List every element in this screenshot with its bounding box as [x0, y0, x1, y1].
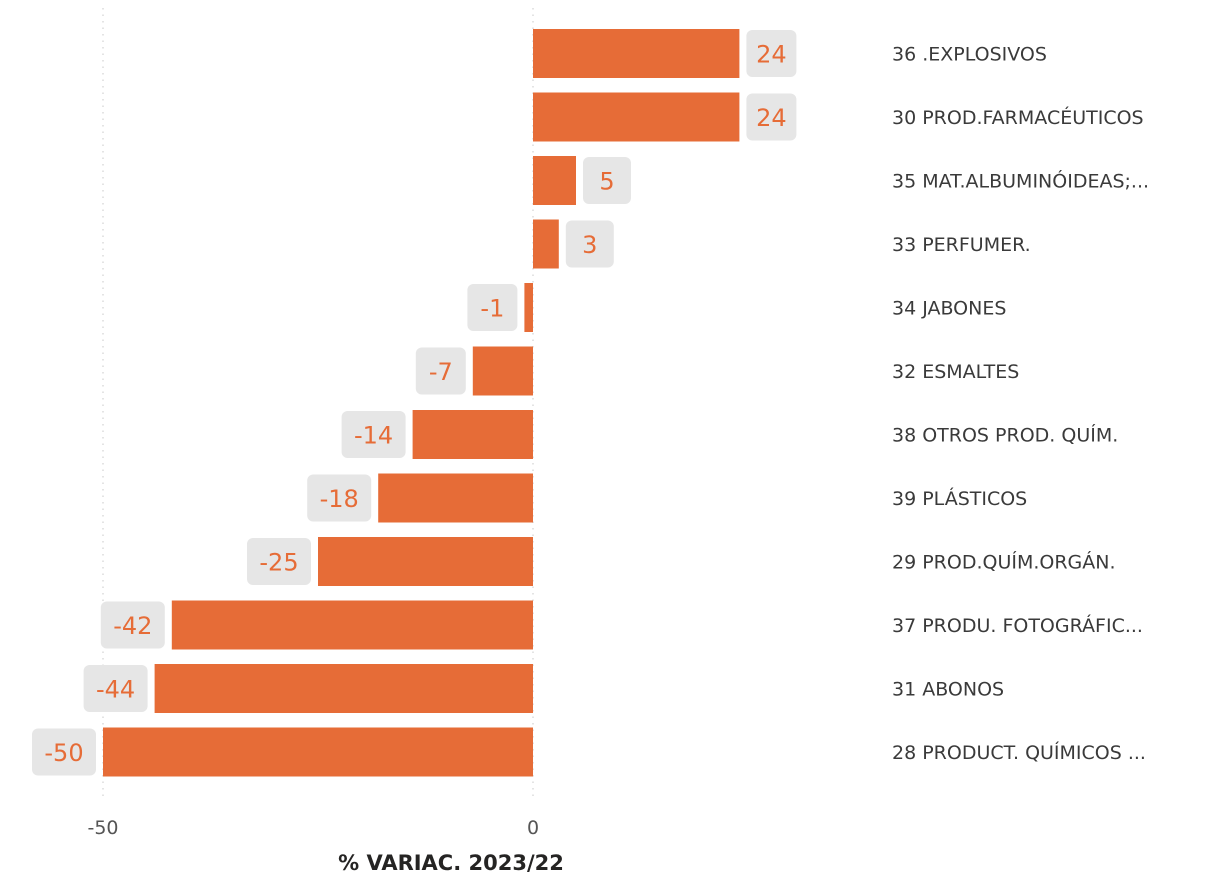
- bars: [103, 29, 740, 777]
- bar: [103, 727, 533, 777]
- data-label: -44: [83, 665, 148, 712]
- bar: [524, 283, 533, 332]
- data-label-value: -42: [113, 612, 152, 640]
- data-label-background: [746, 93, 797, 141]
- data-label-value: -44: [96, 676, 135, 704]
- category-label: 32 ESMALTES: [892, 361, 1019, 383]
- category-label: 35 MAT.ALBUMINÓIDEAS;...: [892, 169, 1149, 193]
- data-label-background: [100, 601, 165, 649]
- category-label: 29 PROD.QUÍM.ORGÁN.: [892, 551, 1116, 574]
- data-labels: 24 24 5 3 -1 -7 -14 -18 -25 -42 -44 -50: [32, 30, 797, 776]
- data-label: -1: [467, 284, 518, 331]
- data-label-background: [467, 284, 518, 331]
- bar: [533, 92, 740, 142]
- data-label: 3: [565, 220, 614, 268]
- category-label: 33 PERFUMER.: [892, 234, 1031, 256]
- bar: [533, 29, 740, 78]
- data-label-background: [746, 30, 797, 77]
- data-label-background: [307, 474, 372, 522]
- bar: [472, 346, 533, 396]
- category-labels: 36 .EXPLOSIVOS 30 PROD.FARMACÉUTICOS 35 MA…: [892, 44, 1149, 765]
- category-label: 34 JABONES: [892, 298, 1006, 320]
- x-tick-label: 0: [527, 817, 539, 839]
- bar: [318, 537, 533, 586]
- category-label: 30 PROD.FARMACÉUTICOS: [892, 106, 1144, 129]
- data-label: -25: [247, 538, 311, 585]
- data-label-value: -14: [354, 422, 393, 450]
- data-label: -42: [100, 601, 165, 649]
- data-label-background: [341, 411, 406, 458]
- data-label: 24: [746, 30, 797, 77]
- data-label-background: [583, 157, 631, 204]
- data-label: 24: [746, 93, 797, 141]
- bar: [154, 664, 533, 713]
- data-label: -18: [307, 474, 372, 522]
- bar: [412, 410, 533, 459]
- data-label: -50: [32, 728, 96, 776]
- bar: [533, 156, 576, 205]
- data-label-value: -18: [320, 485, 359, 513]
- data-label-value: 5: [599, 168, 614, 196]
- bar: [171, 600, 534, 650]
- x-axis-title: % VARIAC. 2023/22: [338, 851, 564, 875]
- data-label: 5: [583, 157, 631, 204]
- data-label: -7: [415, 347, 466, 395]
- category-label: 38 OTROS PROD. QUÍM.: [892, 424, 1118, 447]
- x-tick-label: -50: [87, 817, 118, 839]
- data-label-background: [32, 728, 96, 776]
- data-label-background: [83, 665, 148, 712]
- data-label-value: 24: [756, 104, 787, 132]
- data-label-value: 24: [756, 41, 787, 69]
- bar: [533, 219, 559, 269]
- category-label: 37 PRODU. FOTOGRÁFIC...: [892, 614, 1143, 637]
- category-label: 39 PLÁSTICOS: [892, 487, 1027, 510]
- category-label: 36 .EXPLOSIVOS: [892, 44, 1047, 66]
- data-label-value: -25: [259, 549, 298, 577]
- axis-ticks: -50 0: [87, 817, 539, 839]
- bar: [378, 473, 533, 523]
- data-label-value: -1: [480, 295, 504, 323]
- data-label-value: -50: [44, 739, 83, 767]
- category-label: 31 ABONOS: [892, 679, 1004, 701]
- data-label: -14: [341, 411, 406, 458]
- data-label-value: 3: [582, 231, 597, 259]
- data-label-background: [415, 347, 466, 395]
- data-label-background: [247, 538, 311, 585]
- data-label-value: -7: [429, 358, 453, 386]
- category-label: 28 PRODUCT. QUÍMICOS ...: [892, 741, 1146, 764]
- data-label-background: [565, 220, 614, 268]
